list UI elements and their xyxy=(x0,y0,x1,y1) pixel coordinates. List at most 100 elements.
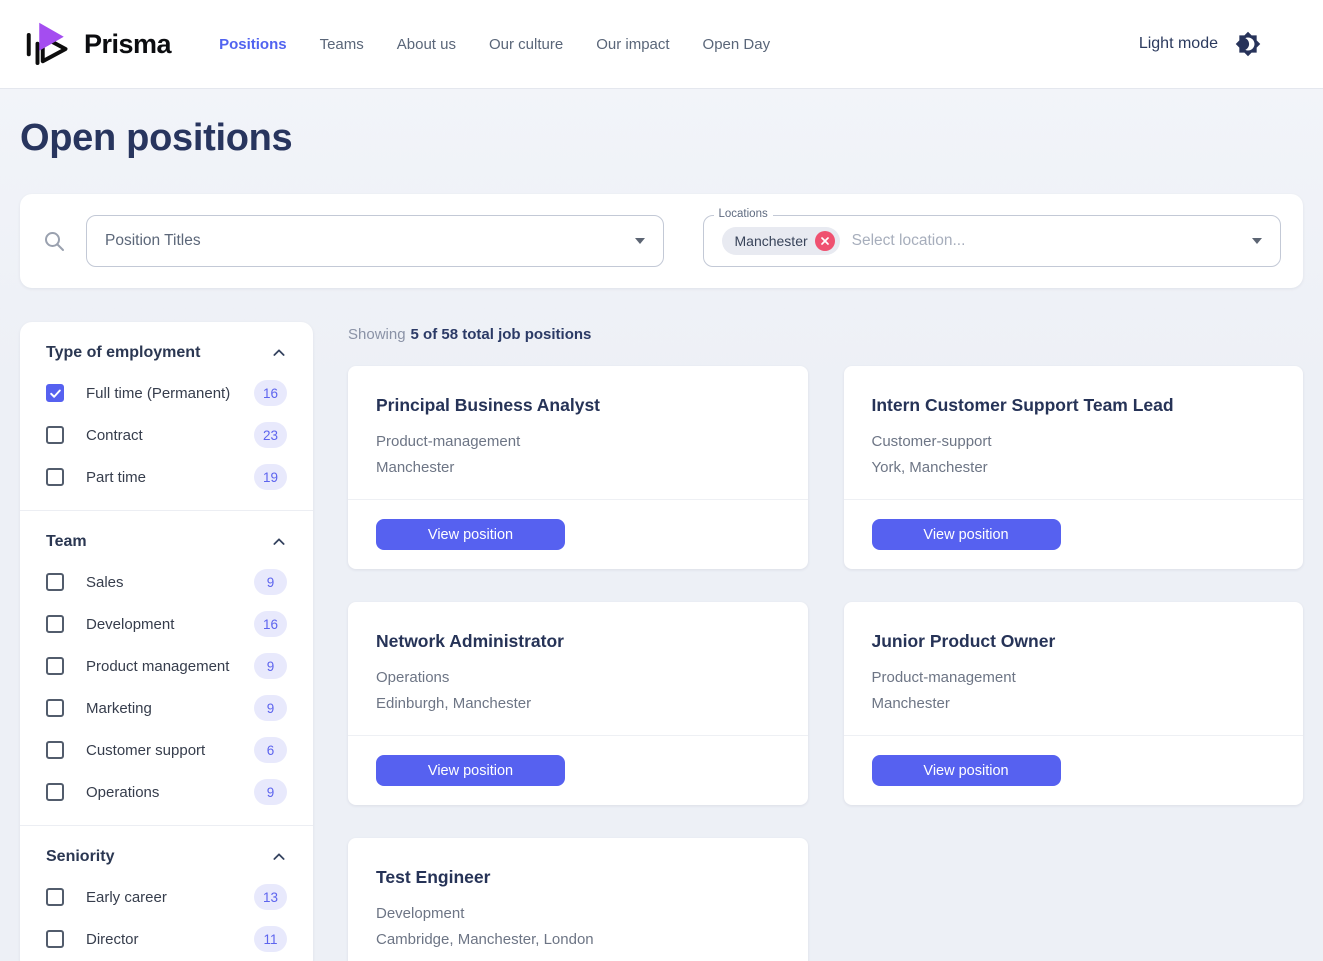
job-title: Junior Product Owner xyxy=(871,631,1056,651)
checkbox[interactable] xyxy=(46,888,64,906)
results-summary: Showing 5 of 58 total job positions xyxy=(348,326,1303,343)
nav-item-about-us[interactable]: About us xyxy=(396,35,456,53)
job-card-body: Principal Business Analyst Product-manag… xyxy=(348,366,808,499)
filter-section-header[interactable]: Type of employment xyxy=(46,344,287,362)
filter-section-header[interactable]: Seniority xyxy=(46,848,287,866)
job-card-footer: View position xyxy=(843,735,1303,805)
filter-section-title: Seniority xyxy=(46,848,115,865)
job-card-body: Junior Product Owner Product-management … xyxy=(844,602,1304,735)
filter-option-label: Director xyxy=(86,930,139,948)
locations-placeholder: Select location... xyxy=(851,232,966,249)
top-header: Prisma Positions Teams About us Our culture… xyxy=(0,0,1323,88)
search-icon xyxy=(42,229,66,253)
filter-section-header[interactable]: Team xyxy=(46,533,287,551)
checkbox[interactable] xyxy=(46,426,64,444)
filter-section: Seniority Early career 13 Director 11 xyxy=(20,825,313,961)
job-locations: Cambridge, Manchester, London xyxy=(376,931,594,948)
filter-option-row[interactable]: Development 16 xyxy=(46,603,287,645)
checkbox[interactable] xyxy=(46,741,64,759)
job-title: Test Engineer xyxy=(376,867,491,887)
filter-option-count-badge: 9 xyxy=(254,653,287,679)
checkbox[interactable] xyxy=(46,783,64,801)
filter-option-row[interactable]: Customer support 6 xyxy=(46,729,287,771)
filter-option-row[interactable]: Marketing 9 xyxy=(46,687,287,729)
results-area: Showing 5 of 58 total job positions Princ… xyxy=(348,322,1303,961)
filter-option-row[interactable]: Early career 13 xyxy=(46,876,287,918)
filter-section: Team Sales 9 Development 16 xyxy=(20,510,313,825)
position-titles-placeholder: Position Titles xyxy=(105,232,201,249)
brand-name: Prisma xyxy=(84,28,172,59)
job-card-body: Test Engineer Development Cambridge, Man… xyxy=(348,838,808,961)
chevron-up-icon[interactable] xyxy=(271,849,287,865)
nav-item-positions[interactable]: Positions xyxy=(219,35,287,53)
theme-mode-label: Light mode xyxy=(1138,35,1218,52)
brand-logo[interactable]: Prisma xyxy=(20,14,172,75)
job-card-body: Network Administrator Operations Edinbur… xyxy=(348,602,808,735)
filter-option-label: Part time xyxy=(86,468,147,486)
view-position-button[interactable]: View position xyxy=(376,755,565,786)
job-card: Principal Business Analyst Product-manag… xyxy=(348,366,808,569)
brightness-moon-icon[interactable] xyxy=(1235,31,1261,57)
chevron-down-icon xyxy=(1252,238,1262,244)
page-title: Open positions xyxy=(20,117,293,159)
filter-section: Type of employment Full time (Permanent)… xyxy=(20,322,313,510)
filter-option-count-badge: 9 xyxy=(254,779,287,805)
filter-option-label: Product management xyxy=(86,657,230,675)
job-card-footer: View position xyxy=(348,735,808,805)
job-team: Product-management xyxy=(376,433,521,450)
job-card-footer: View position xyxy=(348,499,808,569)
locations-select[interactable]: Locations Manchester Select location... xyxy=(702,208,1281,267)
locations-field-label: Locations xyxy=(713,208,773,220)
position-titles-select[interactable]: Position Titles xyxy=(86,215,664,267)
checkbox[interactable] xyxy=(46,615,64,633)
job-locations: York, Manchester xyxy=(871,459,988,476)
checkbox[interactable] xyxy=(46,699,64,717)
filter-option-label: Marketing xyxy=(86,699,152,717)
filter-option-count-badge: 16 xyxy=(254,380,287,406)
header-right: Light mode xyxy=(1139,31,1261,57)
nav-item-our-culture[interactable]: Our culture xyxy=(488,35,564,53)
filter-option-count-badge: 19 xyxy=(254,464,287,490)
job-card: Junior Product Owner Product-management … xyxy=(843,602,1304,805)
job-locations: Manchester xyxy=(376,459,455,476)
main-nav: Positions Teams About us Our culture Our imp… xyxy=(219,36,770,53)
filter-option-count-badge: 23 xyxy=(254,422,287,448)
filter-option-row[interactable]: Part time 19 xyxy=(46,456,287,498)
job-card-footer: View position xyxy=(843,499,1303,569)
filter-option-row[interactable]: Sales 9 xyxy=(46,561,287,603)
location-chip-manchester: Manchester xyxy=(721,227,840,255)
job-team: Product-management xyxy=(871,669,1016,686)
search-filter-bar: Position Titles Locations Manchester Sel… xyxy=(20,194,1303,288)
view-position-button[interactable]: View position xyxy=(871,755,1061,786)
filter-option-count-badge: 9 xyxy=(254,569,287,595)
checkbox[interactable] xyxy=(46,468,64,486)
filter-option-row[interactable]: Operations 9 xyxy=(46,771,287,813)
checkbox[interactable] xyxy=(46,657,64,675)
prisma-logo-icon xyxy=(20,14,76,75)
checkbox[interactable] xyxy=(46,573,64,591)
filter-option-row[interactable]: Contract 23 xyxy=(46,414,287,456)
view-position-button[interactable]: View position xyxy=(376,519,565,550)
chip-remove-icon[interactable] xyxy=(814,231,835,251)
filter-section-title: Team xyxy=(46,533,87,550)
filter-option-label: Early career xyxy=(86,888,167,906)
chevron-up-icon[interactable] xyxy=(271,534,287,550)
job-team: Customer-support xyxy=(871,433,992,450)
summary-prefix: Showing xyxy=(348,326,406,343)
filter-option-row[interactable]: Full time (Permanent) 16 xyxy=(46,372,287,414)
job-card: Test Engineer Development Cambridge, Man… xyxy=(348,838,808,961)
chevron-up-icon[interactable] xyxy=(271,345,287,361)
filter-option-row[interactable]: Director 11 xyxy=(46,918,287,960)
filter-option-label: Contract xyxy=(86,426,143,444)
filter-option-count-badge: 6 xyxy=(254,737,287,763)
nav-item-our-impact[interactable]: Our impact xyxy=(596,35,670,53)
chip-label: Manchester xyxy=(734,233,808,249)
filter-option-row[interactable]: Product management 9 xyxy=(46,645,287,687)
checkbox-checked[interactable] xyxy=(46,384,64,402)
filter-option-label: Customer support xyxy=(86,741,206,759)
job-team: Operations xyxy=(376,669,450,686)
view-position-button[interactable]: View position xyxy=(871,519,1061,550)
checkbox[interactable] xyxy=(46,930,64,948)
nav-item-open-day[interactable]: Open Day xyxy=(702,35,771,53)
nav-item-teams[interactable]: Teams xyxy=(319,35,364,53)
